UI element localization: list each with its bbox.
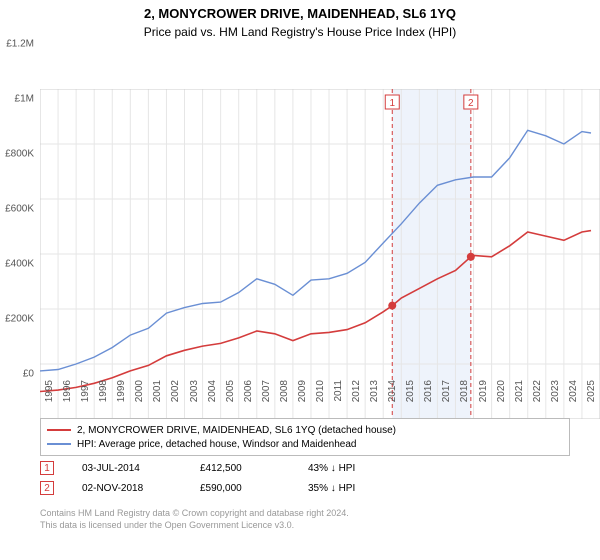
sale-date: 03-JUL-2014 (82, 463, 172, 474)
x-tick-label: 2007 (261, 380, 272, 402)
y-tick-label: £1.2M (6, 39, 34, 50)
x-tick-label: 2001 (152, 380, 163, 402)
x-tick-label: 2016 (423, 380, 434, 402)
x-tick-label: 1995 (44, 380, 55, 402)
sale-vs-hpi: 43% ↓ HPI (308, 463, 355, 474)
y-tick-label: £400K (5, 259, 34, 270)
x-tick-label: 2005 (225, 380, 236, 402)
footer-line-2: This data is licensed under the Open Gov… (40, 520, 570, 532)
x-tick-label: 2009 (297, 380, 308, 402)
x-axis: 1995 1996 1997 1998 1999 2000 2001 2002 2003 2004… (40, 378, 600, 418)
chart-area: 12 (40, 89, 600, 419)
y-tick-label: £1M (15, 94, 34, 105)
legend-label: HPI: Average price, detached house, Wind… (77, 439, 356, 450)
sale-row-1: 1 03-JUL-2014 £412,500 43% ↓ HPI (40, 458, 570, 478)
x-tick-label: 2020 (496, 380, 507, 402)
x-tick-label: 2004 (207, 380, 218, 402)
x-tick-label: 2023 (550, 380, 561, 402)
legend-item-hpi: HPI: Average price, detached house, Wind… (47, 437, 563, 451)
x-tick-label: 2006 (243, 380, 254, 402)
y-axis: £0£200K£400K£600K£800K£1M£1.2M (0, 44, 38, 374)
svg-text:2: 2 (468, 98, 474, 109)
y-tick-label: £600K (5, 204, 34, 215)
y-tick-label: £0 (23, 369, 34, 380)
x-tick-label: 2022 (532, 380, 543, 402)
x-tick-label: 2000 (134, 380, 145, 402)
legend-swatch-hpi (47, 443, 71, 445)
x-tick-label: 2018 (459, 380, 470, 402)
x-tick-label: 2002 (170, 380, 181, 402)
x-tick-label: 2008 (279, 380, 290, 402)
sale-marker-2: 2 (40, 481, 54, 495)
legend-label: 2, MONYCROWER DRIVE, MAIDENHEAD, SL6 1YQ… (77, 425, 396, 436)
legend: 2, MONYCROWER DRIVE, MAIDENHEAD, SL6 1YQ… (40, 418, 570, 456)
x-tick-label: 2010 (315, 380, 326, 402)
x-tick-label: 1996 (62, 380, 73, 402)
y-tick-label: £800K (5, 149, 34, 160)
sale-price: £412,500 (200, 463, 280, 474)
x-tick-label: 2021 (514, 380, 525, 402)
sale-row-2: 2 02-NOV-2018 £590,000 35% ↓ HPI (40, 478, 570, 498)
x-tick-label: 2019 (478, 380, 489, 402)
price-chart: 12 (40, 89, 600, 419)
x-tick-label: 2011 (333, 380, 344, 402)
x-tick-label: 2012 (351, 380, 362, 402)
sale-vs-hpi: 35% ↓ HPI (308, 483, 355, 494)
x-tick-label: 2025 (586, 380, 597, 402)
x-tick-label: 2024 (568, 380, 579, 402)
footer: Contains HM Land Registry data © Crown c… (40, 508, 570, 531)
x-tick-label: 2013 (369, 380, 380, 402)
footer-line-1: Contains HM Land Registry data © Crown c… (40, 508, 570, 520)
x-tick-label: 1999 (116, 380, 127, 402)
sale-date: 02-NOV-2018 (82, 483, 172, 494)
legend-item-price-paid: 2, MONYCROWER DRIVE, MAIDENHEAD, SL6 1YQ… (47, 423, 563, 437)
x-tick-label: 2003 (189, 380, 200, 402)
y-tick-label: £200K (5, 314, 34, 325)
page-subtitle: Price paid vs. HM Land Registry's House … (0, 21, 600, 45)
sale-price: £590,000 (200, 483, 280, 494)
sale-marker-1: 1 (40, 461, 54, 475)
page-title: 2, MONYCROWER DRIVE, MAIDENHEAD, SL6 1YQ (0, 0, 600, 21)
x-tick-label: 1998 (98, 380, 109, 402)
x-tick-label: 2015 (405, 380, 416, 402)
x-tick-label: 2017 (441, 380, 452, 402)
x-tick-label: 2014 (387, 380, 398, 402)
svg-text:1: 1 (389, 98, 395, 109)
sales-table: 1 03-JUL-2014 £412,500 43% ↓ HPI 2 02-NO… (40, 458, 570, 498)
legend-swatch-price (47, 429, 71, 431)
x-tick-label: 1997 (80, 380, 91, 402)
